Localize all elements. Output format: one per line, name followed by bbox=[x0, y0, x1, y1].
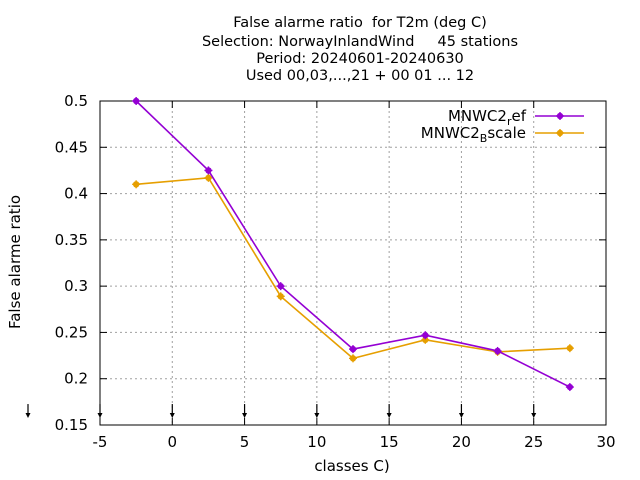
data-point bbox=[204, 166, 213, 175]
data-point bbox=[132, 97, 141, 105]
arrow-marker-head bbox=[242, 413, 248, 419]
y-tick-label: 0.3 bbox=[64, 277, 88, 295]
axis-ticks: 0.15 0.2 0.25 0.3 0.35 0.4 0.45 0.5 -5 0 5 10 15 20 25… bbox=[55, 92, 616, 451]
arrow-marker-head bbox=[25, 413, 31, 419]
x-tick-label: 30 bbox=[596, 433, 615, 451]
x-axis-label: classes C) bbox=[314, 457, 389, 475]
series-group bbox=[132, 97, 574, 392]
legend-marker-1 bbox=[556, 129, 564, 137]
x-tick-label: 5 bbox=[240, 433, 250, 451]
arrow-marker-head bbox=[458, 413, 464, 419]
legend-label-0: MNWC2ref bbox=[448, 107, 527, 128]
y-tick-label: 0.15 bbox=[55, 416, 88, 434]
data-point bbox=[132, 180, 141, 189]
arrow-marker-head bbox=[531, 413, 537, 419]
y-tick-label: 0.25 bbox=[55, 323, 88, 341]
y-axis-label: False alarme ratio bbox=[6, 195, 24, 329]
data-point bbox=[565, 344, 574, 353]
y-tick-label: 0.45 bbox=[55, 138, 88, 156]
chart-title-line-3: Period: 20240601-20240630 bbox=[256, 51, 464, 67]
arrow-marker-head bbox=[169, 413, 175, 419]
x-tick-label: 20 bbox=[452, 433, 471, 451]
x-tick-label: 0 bbox=[168, 433, 178, 451]
y-tick-label: 0.4 bbox=[64, 185, 88, 203]
legend-marker-0 bbox=[556, 112, 564, 120]
data-point bbox=[349, 345, 357, 354]
x-tick-label: 10 bbox=[307, 433, 326, 451]
x-tick-label: 15 bbox=[380, 433, 399, 451]
data-point bbox=[276, 282, 285, 291]
data-point bbox=[565, 383, 574, 392]
arrow-marker-head bbox=[97, 413, 103, 419]
data-point bbox=[493, 346, 502, 355]
series-mnwc2-bscale bbox=[132, 173, 574, 363]
chart-title-line-4: Used 00,03,...,21 + 00 01 ... 12 bbox=[245, 68, 475, 84]
bottom-arrow-markers bbox=[25, 404, 537, 419]
series-line bbox=[135, 100, 571, 388]
y-tick-label: 0.2 bbox=[64, 370, 88, 388]
data-point bbox=[421, 331, 430, 340]
y-tick-label: 0.35 bbox=[55, 231, 88, 249]
chart-title-line-1: False alarme ratio for T2m (deg C) bbox=[233, 15, 487, 31]
y-tick-label: 0.5 bbox=[64, 92, 88, 110]
legend-label-1: MNWC2Bscale bbox=[421, 124, 526, 145]
grid bbox=[100, 101, 606, 425]
data-point bbox=[204, 173, 213, 182]
data-point bbox=[349, 354, 357, 363]
chart-title-line-2: Selection: NorwayInlandWind 45 stations bbox=[201, 34, 519, 50]
data-point bbox=[276, 292, 285, 301]
plot-frame bbox=[99, 100, 607, 426]
series-line bbox=[136, 176, 570, 360]
series-mnwc2-ref bbox=[132, 97, 574, 392]
arrow-marker-head bbox=[386, 413, 392, 419]
arrow-marker-head bbox=[314, 413, 320, 419]
x-tick-label: 25 bbox=[524, 433, 543, 451]
x-tick-label: -5 bbox=[93, 433, 108, 451]
